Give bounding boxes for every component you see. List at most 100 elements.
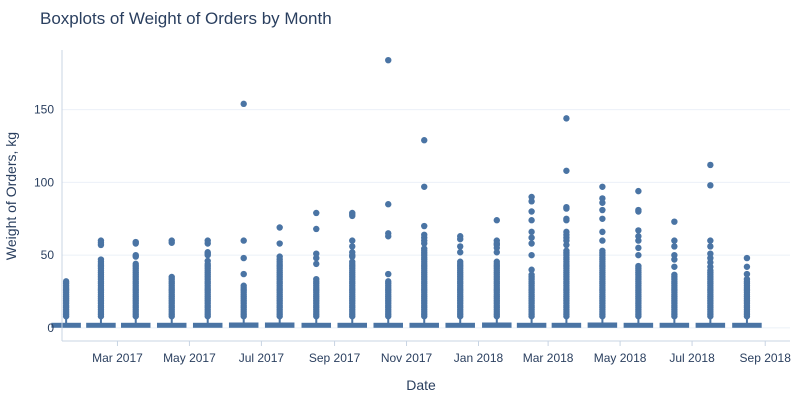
outlier-point xyxy=(132,238,139,246)
outlier-point xyxy=(385,56,392,64)
outlier-point xyxy=(563,167,570,174)
outlier-point xyxy=(671,218,678,225)
outlier-point xyxy=(313,209,320,217)
label-layer: 0 50 100 150 Mar 2017 May 2017 Jul 2017 Sep 201… xyxy=(34,103,791,365)
outlier-point xyxy=(421,245,428,252)
outlier-point xyxy=(743,263,751,270)
outlier-point xyxy=(385,270,392,278)
outlier-point xyxy=(168,237,175,244)
x-tick-label: Mar 2017 xyxy=(92,351,143,365)
outlier-point xyxy=(635,244,642,252)
outlier-point xyxy=(707,243,714,250)
outlier-point xyxy=(97,237,105,244)
outlier-point xyxy=(635,187,642,195)
outlier-point xyxy=(240,237,247,244)
outlier-point xyxy=(421,183,428,190)
outlier-point xyxy=(707,250,714,257)
outlier-point xyxy=(349,237,356,244)
outlier-point xyxy=(528,234,535,241)
outlier-point xyxy=(240,270,247,278)
outlier-point xyxy=(671,263,678,270)
outlier-point xyxy=(421,137,428,144)
outlier-point xyxy=(240,254,247,262)
outlier-point xyxy=(528,266,535,273)
outlier-point xyxy=(599,183,606,190)
outlier-point xyxy=(457,258,464,265)
outlier-point xyxy=(493,258,500,265)
outlier-point xyxy=(240,100,247,108)
outlier-point xyxy=(743,254,751,262)
x-tick-label: Jul 2018 xyxy=(669,351,715,365)
outlier-point xyxy=(97,256,105,263)
outlier-point xyxy=(563,203,570,211)
outlier-point xyxy=(563,228,570,236)
outlier-point xyxy=(204,257,211,265)
outlier-point xyxy=(635,233,642,240)
outlier-point xyxy=(671,251,678,259)
x-tick-label: Jan 2018 xyxy=(454,351,504,365)
outlier-point xyxy=(132,251,139,259)
outlier-point xyxy=(599,195,606,202)
outlier-point xyxy=(421,222,428,230)
outlier-point xyxy=(204,237,211,244)
chart-title: Boxplots of Weight of Orders by Month xyxy=(40,9,332,28)
outlier-point xyxy=(168,273,175,281)
box-layer xyxy=(51,56,762,328)
outlier-point xyxy=(276,224,283,231)
outlier-point xyxy=(528,208,535,215)
outlier-point xyxy=(385,278,392,285)
outlier-point xyxy=(635,227,642,234)
outlier-point xyxy=(349,209,356,217)
x-tick-label: May 2018 xyxy=(594,351,647,365)
outlier-point xyxy=(276,240,283,247)
outlier-point xyxy=(671,271,678,278)
outlier-point xyxy=(528,251,535,259)
outlier-point xyxy=(313,275,320,283)
outlier-point xyxy=(349,258,356,265)
outlier-point xyxy=(62,278,70,285)
outlier-point xyxy=(707,237,714,244)
outlier-point xyxy=(204,249,211,256)
y-tick-label: 150 xyxy=(34,103,54,117)
x-tick-label: Mar 2018 xyxy=(523,351,574,365)
outlier-point xyxy=(493,217,500,224)
outlier-point xyxy=(707,161,714,169)
x-tick-label: Sep 2017 xyxy=(309,351,361,365)
axis-layer xyxy=(61,50,790,346)
x-axis-title: Date xyxy=(406,377,436,393)
y-tick-label: 50 xyxy=(41,248,55,262)
outlier-point xyxy=(599,206,606,214)
outlier-point xyxy=(528,271,535,278)
outlier-point xyxy=(743,275,751,283)
outlier-point xyxy=(563,115,570,122)
outlier-point xyxy=(528,228,535,236)
outlier-point xyxy=(313,225,320,233)
x-tick-label: May 2017 xyxy=(163,351,216,365)
outlier-point xyxy=(528,217,535,224)
outlier-point xyxy=(276,253,283,260)
outlier-point xyxy=(599,215,606,222)
outlier-point xyxy=(528,240,535,247)
outlier-point xyxy=(635,251,642,259)
outlier-point xyxy=(743,270,751,278)
y-axis-title: Weight of Orders, kg xyxy=(3,132,19,260)
outlier-point xyxy=(457,233,464,240)
outlier-point xyxy=(313,250,320,257)
outlier-point xyxy=(421,231,428,238)
outlier-point xyxy=(349,243,356,250)
outlier-point xyxy=(599,247,606,254)
outlier-point xyxy=(671,237,678,244)
outlier-point xyxy=(313,260,320,268)
outlier-point xyxy=(635,262,642,270)
y-tick-label: 100 xyxy=(34,175,54,189)
outlier-point xyxy=(493,237,500,244)
outlier-point xyxy=(707,182,714,189)
outlier-point xyxy=(635,206,642,214)
outlier-point xyxy=(349,249,356,256)
outlier-point xyxy=(132,260,139,268)
x-tick-label: Sep 2018 xyxy=(740,351,792,365)
outlier-point xyxy=(385,201,392,208)
x-tick-label: Jul 2017 xyxy=(239,351,285,365)
outlier-point xyxy=(563,247,570,254)
